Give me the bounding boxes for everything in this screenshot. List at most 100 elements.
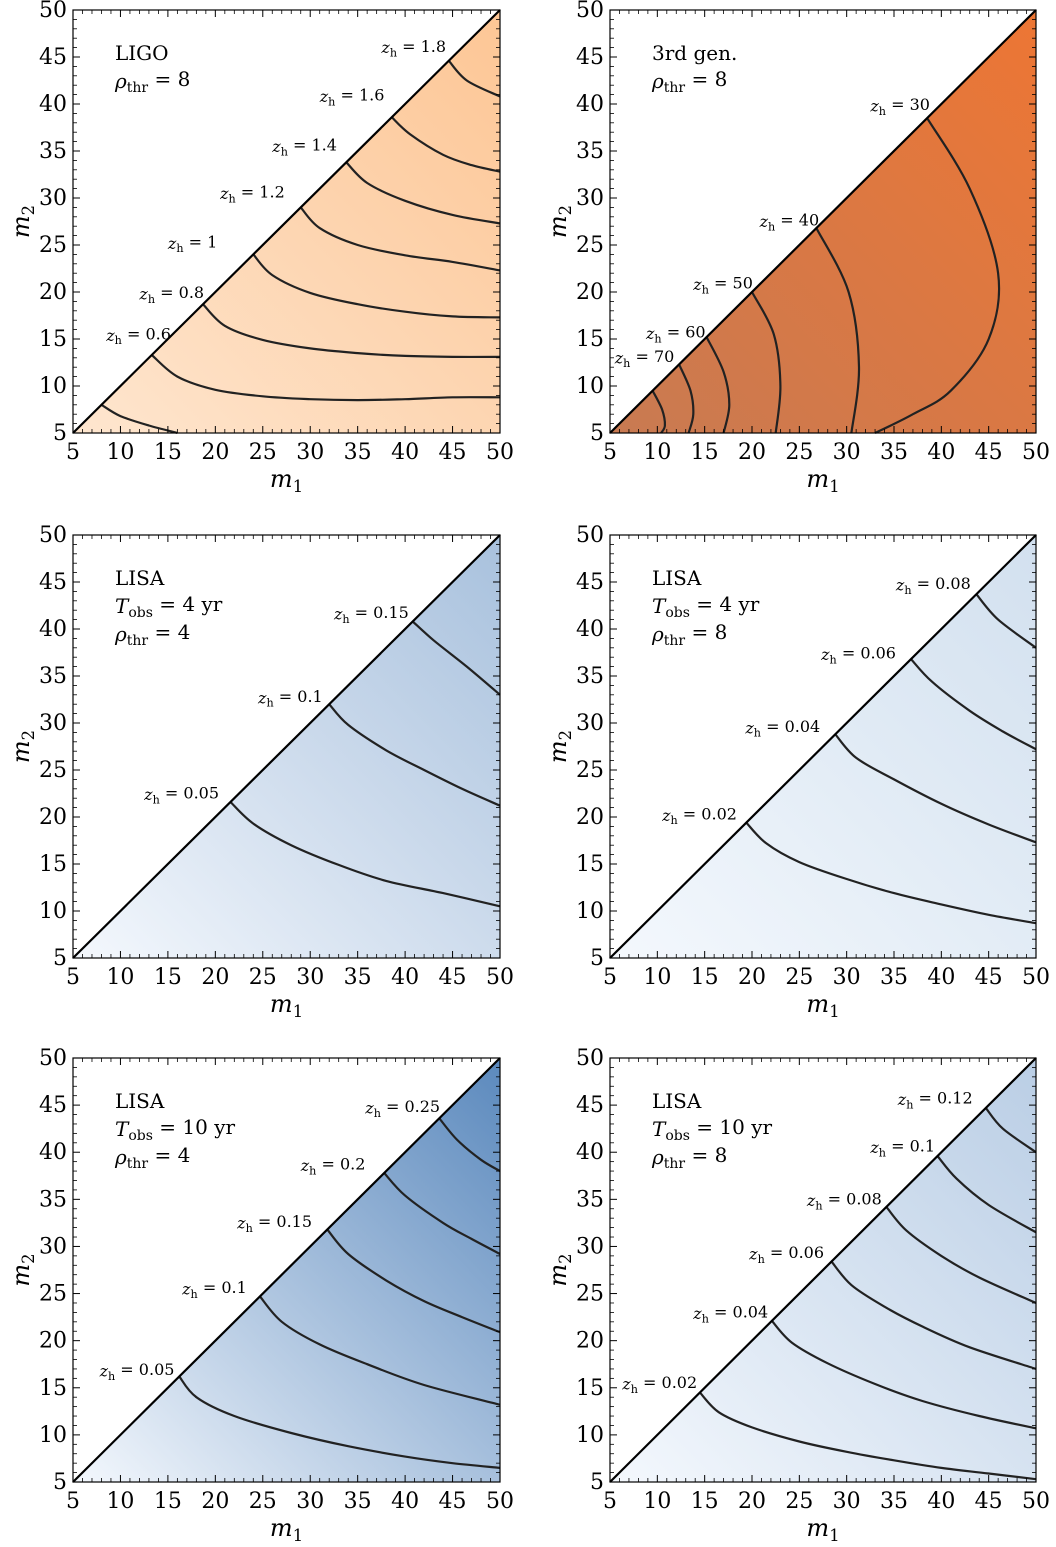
x-tick-label: 40	[391, 965, 419, 990]
y-tick-label: 35	[39, 1187, 67, 1212]
y-tick-label: 30	[576, 711, 604, 736]
contour-line	[383, 1172, 501, 1255]
y-tick-label: 45	[576, 570, 604, 595]
x-tick-label: 5	[66, 1489, 80, 1514]
x-tick-label: 30	[833, 440, 861, 465]
y-tick-label: 40	[39, 617, 67, 642]
y-tick-label: 15	[39, 327, 67, 352]
contour-level-label: zh = 0.25	[364, 1097, 440, 1120]
contour-line	[815, 227, 861, 434]
y-tick-label: 45	[576, 1093, 604, 1118]
y-tick-label: 10	[576, 374, 604, 399]
panel-ligo: 55 10 10 15 15 20 20 25 25 30 30 35 35 40 40 45 45 50 50 m1…	[7, 0, 514, 496]
x-tick-label: 30	[296, 1489, 324, 1514]
x-axis-label: m1	[806, 465, 839, 496]
x-tick-label: 20	[201, 440, 229, 465]
y-tick-label: 50	[39, 0, 67, 23]
panel-annotation-line: ρthr = 8	[651, 1143, 727, 1172]
contour-level-label: zh = 1.6	[319, 86, 385, 109]
diagonal-boundary	[609, 1057, 1037, 1483]
contour-level-label: zh = 1.4	[271, 136, 337, 159]
y-tick-label: 25	[576, 1282, 604, 1307]
y-tick-label: 15	[576, 327, 604, 352]
y-tick-label: 35	[39, 139, 67, 164]
x-tick-label: 20	[201, 965, 229, 990]
y-tick-label: 25	[39, 1282, 67, 1307]
panel-annotation-line: LISA	[652, 566, 702, 590]
x-tick-label: 20	[201, 1489, 229, 1514]
contour-line	[830, 1260, 1037, 1370]
contour-line	[178, 1375, 501, 1469]
contour-line	[745, 821, 1037, 925]
contour-level-label: zh = 0.05	[143, 784, 219, 807]
panel-annotation-line: ρthr = 4	[114, 1143, 190, 1172]
contour-line	[202, 303, 501, 359]
contour-line	[229, 801, 501, 908]
y-tick-label: 5	[590, 421, 604, 446]
axes-frame	[609, 9, 1037, 434]
x-tick-label: 10	[106, 965, 134, 990]
panel-annotation-line: Tobs = 4 yr	[115, 592, 223, 621]
y-tick-label: 25	[39, 233, 67, 258]
x-tick-label: 40	[927, 1489, 955, 1514]
y-tick-label: 20	[39, 805, 67, 830]
panel-annotation-line: LISA	[115, 566, 165, 590]
y-axis-label: m2	[7, 1253, 38, 1286]
x-tick-label: 35	[880, 1489, 908, 1514]
x-tick-label: 10	[106, 1489, 134, 1514]
y-tick-label: 10	[39, 374, 67, 399]
y-tick-label: 30	[39, 711, 67, 736]
y-tick-label: 50	[576, 523, 604, 548]
x-tick-label: 40	[391, 1489, 419, 1514]
contour-level-label: zh = 0.1	[181, 1278, 247, 1301]
contour-level-label: zh = 0.1	[869, 1137, 935, 1160]
x-tick-label: 35	[344, 965, 372, 990]
contour-line	[391, 116, 501, 173]
diagonal-boundary	[72, 9, 501, 434]
contour-line	[771, 1320, 1037, 1430]
x-tick-label: 25	[785, 440, 813, 465]
contour-level-label: zh = 0.12	[897, 1089, 973, 1112]
contour-line	[438, 1117, 501, 1173]
x-tick-label: 30	[833, 965, 861, 990]
contour-level-label: zh = 0.1	[257, 687, 323, 710]
y-tick-label: 30	[39, 186, 67, 211]
contour-line	[651, 390, 667, 434]
x-tick-label: 45	[975, 440, 1003, 465]
x-tick-label: 45	[439, 440, 467, 465]
x-tick-label: 50	[486, 965, 514, 990]
y-tick-label: 10	[39, 899, 67, 924]
x-tick-label: 10	[106, 440, 134, 465]
y-tick-label: 15	[576, 852, 604, 877]
x-tick-label: 35	[344, 440, 372, 465]
contour-line	[151, 354, 501, 402]
y-tick-label: 25	[576, 233, 604, 258]
y-tick-label: 20	[39, 1329, 67, 1354]
y-tick-label: 5	[590, 946, 604, 971]
x-tick-label: 25	[785, 1489, 813, 1514]
y-tick-label: 5	[53, 421, 67, 446]
contour-level-label: zh = 30	[869, 95, 930, 118]
contour-level-label: zh = 0.06	[748, 1243, 824, 1266]
x-tick-label: 40	[927, 965, 955, 990]
y-tick-label: 35	[576, 139, 604, 164]
contour-line	[910, 658, 1037, 751]
x-tick-label: 50	[1022, 965, 1050, 990]
contour-line	[975, 593, 1037, 649]
panel-lisa4yr-rho8: 55 10 10 15 15 20 20 25 25 30 30 35 35 40 40 45 45 50 50 m1…	[544, 523, 1050, 1021]
x-tick-label: 50	[486, 440, 514, 465]
contour-line	[984, 1107, 1037, 1154]
x-tick-label: 35	[344, 1489, 372, 1514]
x-tick-label: 5	[603, 1489, 617, 1514]
panel-annotation-line: Tobs = 4 yr	[652, 592, 760, 621]
contour-line	[259, 1295, 501, 1406]
y-tick-label: 40	[576, 92, 604, 117]
contour-level-label: zh = 0.6	[105, 324, 171, 347]
y-tick-label: 5	[53, 946, 67, 971]
y-tick-label: 20	[39, 280, 67, 305]
x-tick-label: 20	[738, 440, 766, 465]
contour-line	[834, 733, 1037, 844]
y-tick-label: 45	[576, 45, 604, 70]
x-axis-label: m1	[806, 990, 839, 1021]
